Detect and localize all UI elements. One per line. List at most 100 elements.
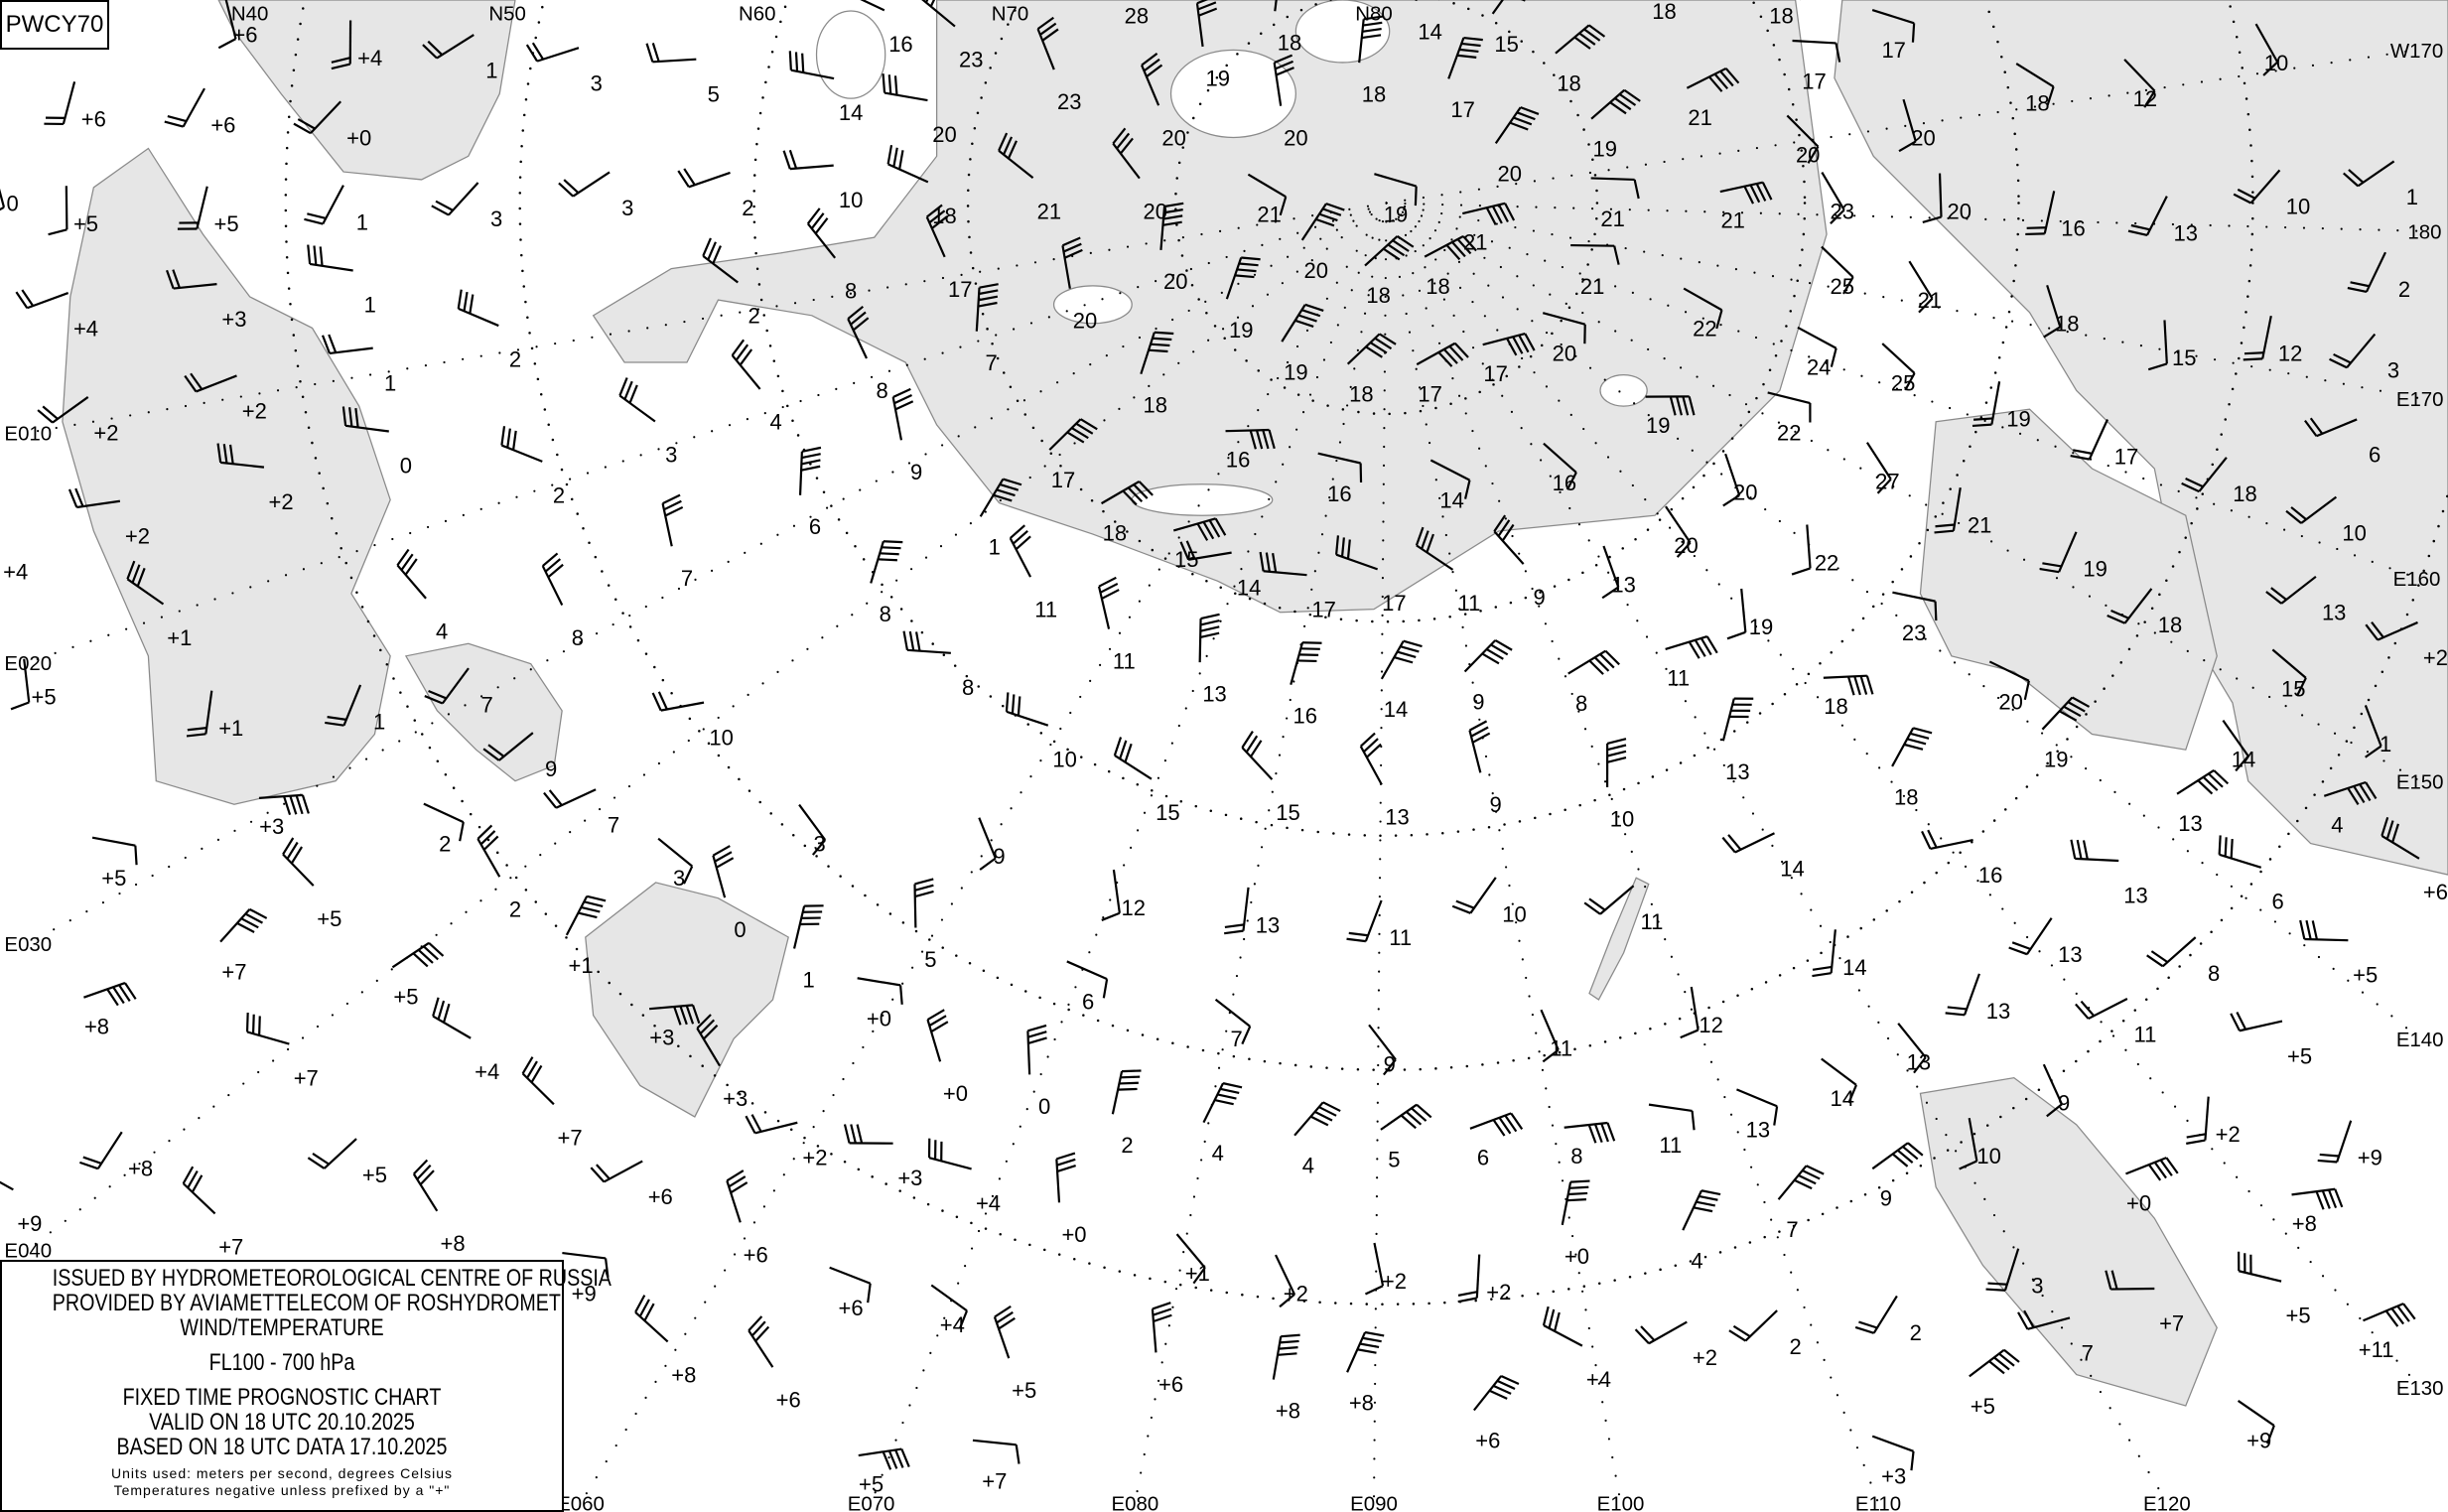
temperature-label: 13 xyxy=(1907,1050,1931,1075)
wind-barb xyxy=(886,145,929,184)
temperature-label: 10 xyxy=(1052,748,1076,772)
temperature-label: +8 xyxy=(84,1015,109,1039)
temperature-label: 15 xyxy=(1494,32,1518,57)
temperature-label: 1 xyxy=(373,710,385,735)
temperature-label: 14 xyxy=(839,100,863,125)
temperature-label: 15 xyxy=(1174,547,1198,572)
wind-barb xyxy=(1101,869,1121,921)
wind-barb xyxy=(1416,342,1469,367)
temperature-label: +2 xyxy=(1486,1280,1511,1305)
temperature-label: 15 xyxy=(2172,345,2196,370)
wind-barb xyxy=(2230,1012,2283,1032)
latitude-circle xyxy=(1174,0,1599,416)
temperature-label: 13 xyxy=(2322,601,2346,625)
temperature-label: 28 xyxy=(1125,4,1149,29)
wind-barb xyxy=(1151,1302,1172,1353)
wind-barb xyxy=(1542,1306,1583,1347)
temperature-label: 16 xyxy=(1293,703,1317,728)
temperature-label: 18 xyxy=(1366,283,1390,308)
wind-barb xyxy=(2380,816,2420,860)
temperature-label: 20 xyxy=(1733,480,1757,504)
temperature-label: +5 xyxy=(101,866,126,891)
temperature-label: +7 xyxy=(557,1125,582,1150)
wind-barb xyxy=(2181,457,2228,493)
wind-barb xyxy=(307,244,353,272)
temperature-label: +1 xyxy=(1185,1261,1210,1286)
wind-barb xyxy=(1972,381,2001,428)
temperature-label: 19 xyxy=(2083,557,2107,582)
temperature-label: +5 xyxy=(362,1163,387,1187)
grid-label: 180 xyxy=(2407,221,2441,244)
wind-barb xyxy=(1247,173,1288,216)
wind-barb xyxy=(2176,769,2230,795)
temperature-label: 4 xyxy=(2331,813,2343,838)
wind-barb xyxy=(2299,919,2349,942)
wind-barb xyxy=(2127,196,2168,236)
temperature-label: 10 xyxy=(2264,51,2288,75)
temperature-label: 25 xyxy=(1891,370,1915,395)
meridian xyxy=(1385,202,2421,1389)
wind-barb xyxy=(79,1131,123,1170)
wind-barb xyxy=(1141,53,1163,106)
temperature-label: 17 xyxy=(1051,468,1075,492)
temperature-label: 18 xyxy=(2025,91,2049,116)
wind-barb xyxy=(2125,1157,2179,1181)
wind-barb xyxy=(1540,1009,1560,1063)
temperature-label: 13 xyxy=(1611,572,1635,597)
temperature-sign-note: Temperatures negative unless prefixed by… xyxy=(113,1482,451,1498)
wind-barb xyxy=(1111,1069,1142,1115)
wind-barb xyxy=(1648,1103,1696,1131)
wind-barb xyxy=(1726,588,1747,640)
temperature-label: 20 xyxy=(1998,689,2022,714)
sea-area xyxy=(1588,877,1650,1001)
temperature-label: 18 xyxy=(1652,0,1676,24)
wind-barb xyxy=(870,540,903,584)
wind-barb xyxy=(1985,1248,2020,1292)
temperature-label: 27 xyxy=(1875,469,1899,493)
temperature-label: 6 xyxy=(809,514,821,539)
wind-barb xyxy=(177,186,208,230)
wind-barb xyxy=(68,487,121,509)
temperature-label: 1 xyxy=(2380,732,2391,756)
temperature-label: 4 xyxy=(1691,1249,1702,1274)
temperature-label: 13 xyxy=(1202,681,1226,706)
wind-barb xyxy=(1736,1088,1779,1126)
temperature-label: 8 xyxy=(1575,691,1587,716)
wind-barb xyxy=(1179,540,1232,561)
wind-barb xyxy=(396,548,427,600)
wind-barb xyxy=(1358,15,1384,64)
wind-barb xyxy=(1812,929,1836,978)
grid-label: E080 xyxy=(1111,1492,1158,1512)
temperature-label: +7 xyxy=(294,1065,319,1090)
temperature-label: 10 xyxy=(709,725,733,750)
wind-barb xyxy=(1567,649,1620,675)
sea-areas xyxy=(62,0,2448,1407)
wind-barb xyxy=(798,446,822,495)
temperature-label: 17 xyxy=(1450,97,1474,122)
temperature-label: +1 xyxy=(568,953,593,978)
temperature-label: +8 xyxy=(441,1231,466,1256)
temperature-label: +2 xyxy=(802,1146,827,1170)
temperature-label: +5 xyxy=(317,906,341,931)
wind-barb xyxy=(91,836,138,866)
temperature-label: 20 xyxy=(1163,269,1187,294)
wind-barb xyxy=(1564,1121,1616,1144)
wind-barb xyxy=(1686,67,1740,92)
temperature-label: 9 xyxy=(1472,689,1484,714)
wind-barb xyxy=(2041,696,2091,731)
wind-barb xyxy=(186,690,213,738)
temperature-label: 17 xyxy=(948,277,972,302)
wind-barb xyxy=(2070,419,2109,461)
temperature-label: 14 xyxy=(2232,748,2255,772)
temperature-label: 13 xyxy=(1725,759,1749,784)
temperature-label: 20 xyxy=(932,122,956,147)
wind-barb xyxy=(1281,303,1324,343)
temperature-label: +0 xyxy=(1061,1222,1086,1247)
temperature-label: 3 xyxy=(673,866,685,891)
wind-barb xyxy=(1241,731,1274,780)
temperature-label: +4 xyxy=(1586,1367,1611,1392)
temperature-label: 7 xyxy=(1786,1217,1798,1242)
island xyxy=(1169,49,1296,139)
wind-barb xyxy=(1665,634,1718,659)
wind-barb xyxy=(657,837,694,885)
